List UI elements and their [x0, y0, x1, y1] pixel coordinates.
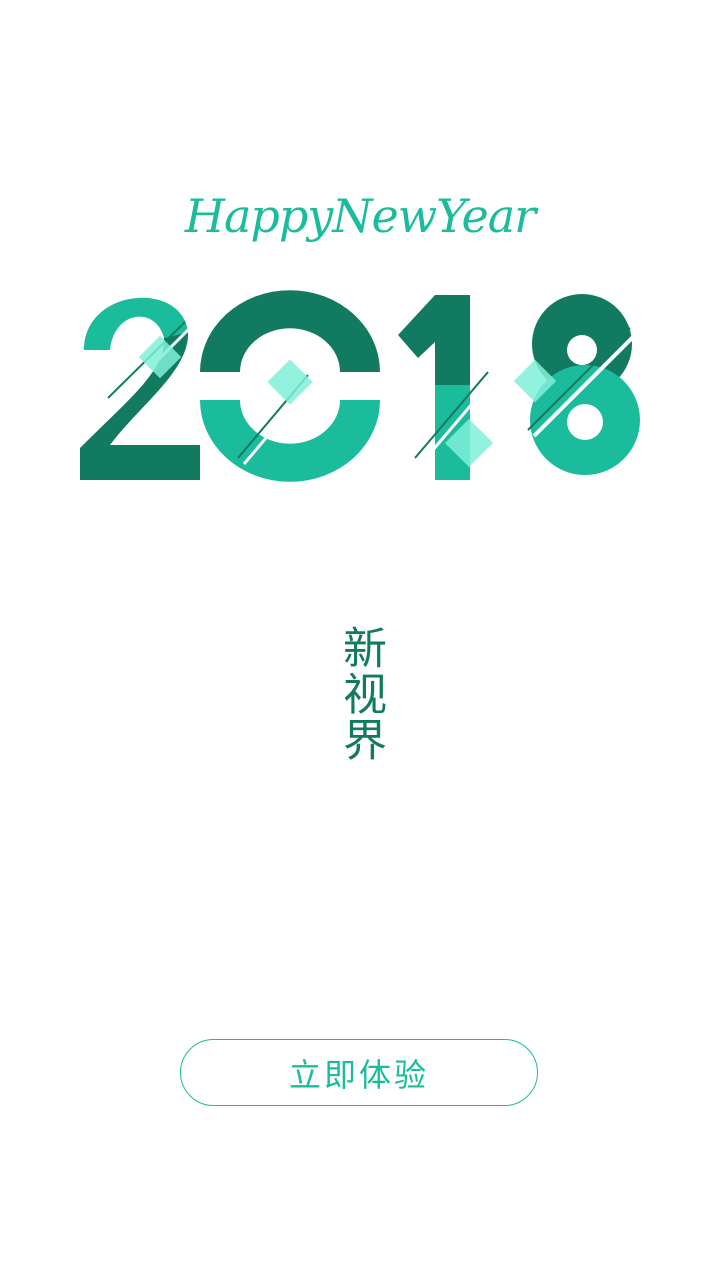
- digit-8-shape: [513, 294, 640, 475]
- try-now-label: 立即体验: [288, 1055, 429, 1094]
- digit-1-shape: [398, 295, 496, 480]
- digit-0-shape: [200, 290, 380, 482]
- slogan-new-vision: 新视界: [335, 625, 386, 763]
- try-now-button[interactable]: 立即体验: [180, 1039, 538, 1106]
- year-text: 2018: [70, 280, 102, 284]
- digit-2-shape: [80, 297, 200, 480]
- happy-new-year-title: HappyNewYear: [184, 189, 536, 243]
- year-2018-graphic: 2018: [70, 280, 640, 482]
